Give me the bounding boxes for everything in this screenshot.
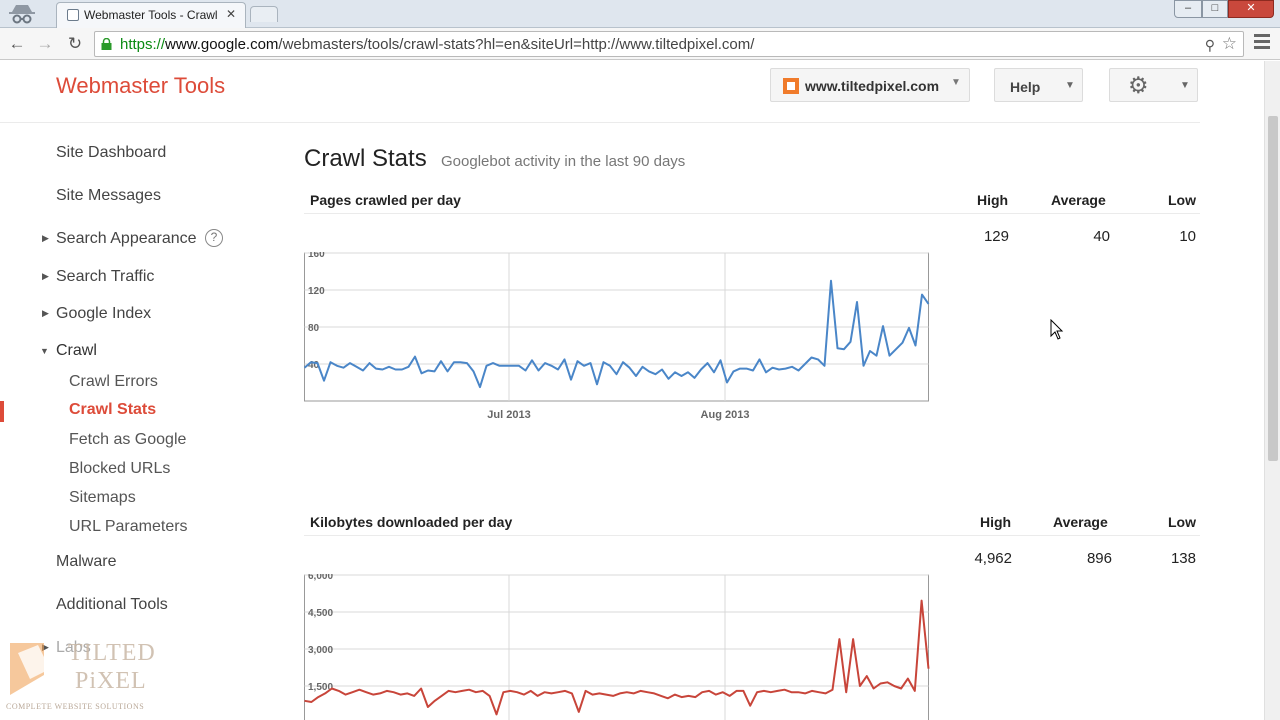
y-tick-label: 1,500: [308, 682, 333, 693]
pages-low-value: 10: [1179, 228, 1196, 245]
y-tick-label: 120: [308, 286, 325, 297]
sidebar-item-blocked-urls[interactable]: Blocked URLs: [69, 460, 171, 477]
browser-toolbar: ← → ↻ https://www.google.com/webmasters/…: [0, 28, 1280, 60]
zoom-magnifier-icon[interactable]: ⚲: [1204, 37, 1215, 53]
logo-tagline: COMPLETE WEBSITE SOLUTIONS: [6, 702, 145, 711]
site-selector[interactable]: www.tiltedpixel.com ▼: [770, 68, 970, 102]
dropdown-caret-icon: ▼: [951, 77, 961, 88]
average-column-header: Average: [1051, 192, 1106, 208]
sidebar-item-label: Google Index: [56, 305, 152, 322]
help-question-icon[interactable]: ?: [205, 229, 223, 247]
header-divider: [0, 122, 1200, 123]
tab-close-icon[interactable]: ✕: [225, 7, 236, 21]
forward-arrow-icon[interactable]: →: [36, 34, 54, 53]
kilobytes-average-value: 896: [1086, 550, 1112, 567]
y-tick-label: 40: [308, 360, 320, 371]
pages-high-value: 129: [983, 228, 1009, 245]
x-tick-label: Aug 2013: [701, 409, 750, 421]
high-column-header: High: [980, 514, 1012, 530]
scrollbar-thumb[interactable]: [1268, 116, 1278, 461]
sidebar-item-label: Labs: [56, 639, 91, 656]
pages-crawled-chart: 40 80 120 160 Jul 2013 Aug 2013: [304, 252, 930, 421]
app-title[interactable]: Webmaster Tools: [56, 73, 226, 98]
back-arrow-icon[interactable]: ←: [8, 34, 26, 53]
window-maximize-button[interactable]: □: [1202, 0, 1228, 18]
sidebar-item-site-dashboard[interactable]: Site Dashboard: [56, 144, 167, 161]
y-tick-label: 4,500: [308, 608, 333, 619]
tilted-pixel-logo: [10, 643, 50, 695]
sidebar-item-url-parameters[interactable]: URL Parameters: [69, 518, 188, 535]
collapse-arrow-icon: ▼: [40, 346, 49, 356]
reload-icon[interactable]: ↻: [67, 34, 83, 53]
y-tick-label: 160: [308, 252, 325, 260]
tab-title: Webmaster Tools - Crawl: [84, 8, 218, 22]
dropdown-caret-icon: ▼: [1180, 80, 1190, 91]
help-button[interactable]: Help ▼: [994, 68, 1083, 102]
kilobytes-high-value: 4,962: [974, 550, 1012, 567]
kilobytes-downloaded-heading: Kilobytes downloaded per day: [310, 514, 513, 530]
expand-arrow-icon: ▶: [42, 642, 49, 652]
sidebar-item-search-traffic[interactable]: ▶ Search Traffic: [42, 268, 155, 286]
high-column-header: High: [977, 192, 1009, 208]
browser-tab-strip: Webmaster Tools - Crawl ✕ – □ ✕: [0, 0, 1280, 28]
bookmark-star-icon[interactable]: ☆: [1221, 34, 1237, 53]
kilobytes-low-value: 138: [1170, 550, 1196, 567]
sidebar-item-labs[interactable]: ▶ Labs: [42, 639, 91, 657]
sidebar-item-fetch-as-google[interactable]: Fetch as Google: [69, 431, 187, 448]
series-line: [304, 599, 930, 716]
sidebar-item-label: Search Traffic: [56, 268, 155, 285]
new-tab-button[interactable]: [250, 6, 278, 22]
average-column-header: Average: [1053, 514, 1108, 530]
sidebar-item-crawl-stats[interactable]: Crawl Stats: [69, 401, 157, 418]
active-item-marker: [0, 401, 4, 422]
site-name: www.tiltedpixel.com: [805, 78, 940, 94]
browser-tab-active[interactable]: Webmaster Tools - Crawl ✕: [56, 2, 246, 28]
webmaster-tools-page: Webmaster Tools www.tiltedpixel.com ▼ He…: [0, 61, 1264, 720]
y-tick-label: 6,000: [308, 574, 333, 582]
plot-area: [304, 574, 929, 720]
sidebar-item-label: Crawl: [56, 342, 97, 359]
series-line: [304, 279, 930, 389]
sidebar-item-additional-tools[interactable]: Additional Tools: [56, 596, 168, 613]
dropdown-caret-icon: ▼: [1065, 80, 1075, 91]
sidebar-item-crawl-errors[interactable]: Crawl Errors: [69, 373, 158, 390]
page-subtitle: Googlebot activity in the last 90 days: [441, 153, 686, 170]
browser-menu-icon[interactable]: [1254, 34, 1270, 52]
page-scrollbar[interactable]: [1264, 61, 1280, 720]
y-tick-label: 3,000: [308, 645, 333, 656]
window-close-button[interactable]: ✕: [1228, 0, 1274, 18]
help-label: Help: [1010, 79, 1041, 95]
sidebar-item-label: Search Appearance: [56, 230, 197, 247]
pages-average-value: 40: [1093, 228, 1110, 245]
expand-arrow-icon: ▶: [42, 271, 49, 281]
sidebar-item-google-index[interactable]: ▶ Google Index: [42, 305, 152, 323]
section-divider: [304, 213, 1200, 214]
low-column-header: Low: [1168, 192, 1196, 208]
incognito-icon: [9, 5, 35, 24]
pages-crawled-heading: Pages crawled per day: [310, 192, 461, 208]
section-divider: [304, 535, 1200, 536]
x-tick-label: Jul 2013: [487, 409, 530, 421]
logo-wordmark: TILTED PiXEL: [68, 640, 156, 694]
site-favicon-icon: [783, 78, 799, 94]
sidebar-item-search-appearance[interactable]: ▶ Search Appearance: [42, 230, 197, 248]
y-tick-label: 80: [308, 323, 320, 334]
address-bar[interactable]: https://www.google.com/webmasters/tools/…: [94, 31, 1244, 57]
settings-button[interactable]: ⚙ ▼: [1109, 68, 1198, 102]
tab-favicon-icon: [67, 9, 79, 21]
url-text: https://www.google.com/webmasters/tools/…: [120, 36, 755, 53]
sidebar-item-site-messages[interactable]: Site Messages: [56, 187, 161, 204]
window-minimize-button[interactable]: –: [1174, 0, 1202, 18]
expand-arrow-icon: ▶: [42, 308, 49, 318]
mouse-cursor-icon: [1050, 319, 1064, 340]
low-column-header: Low: [1168, 514, 1196, 530]
sidebar-item-crawl[interactable]: ▼ Crawl: [40, 342, 97, 360]
lock-icon: [101, 38, 112, 50]
expand-arrow-icon: ▶: [42, 233, 49, 243]
page-title: Crawl Stats: [304, 145, 427, 172]
kilobytes-downloaded-chart: 1,500 3,000 4,500 6,000: [304, 574, 930, 720]
gear-icon: ⚙: [1128, 72, 1149, 98]
sidebar-item-malware[interactable]: Malware: [56, 553, 117, 570]
sidebar-item-sitemaps[interactable]: Sitemaps: [69, 489, 136, 506]
